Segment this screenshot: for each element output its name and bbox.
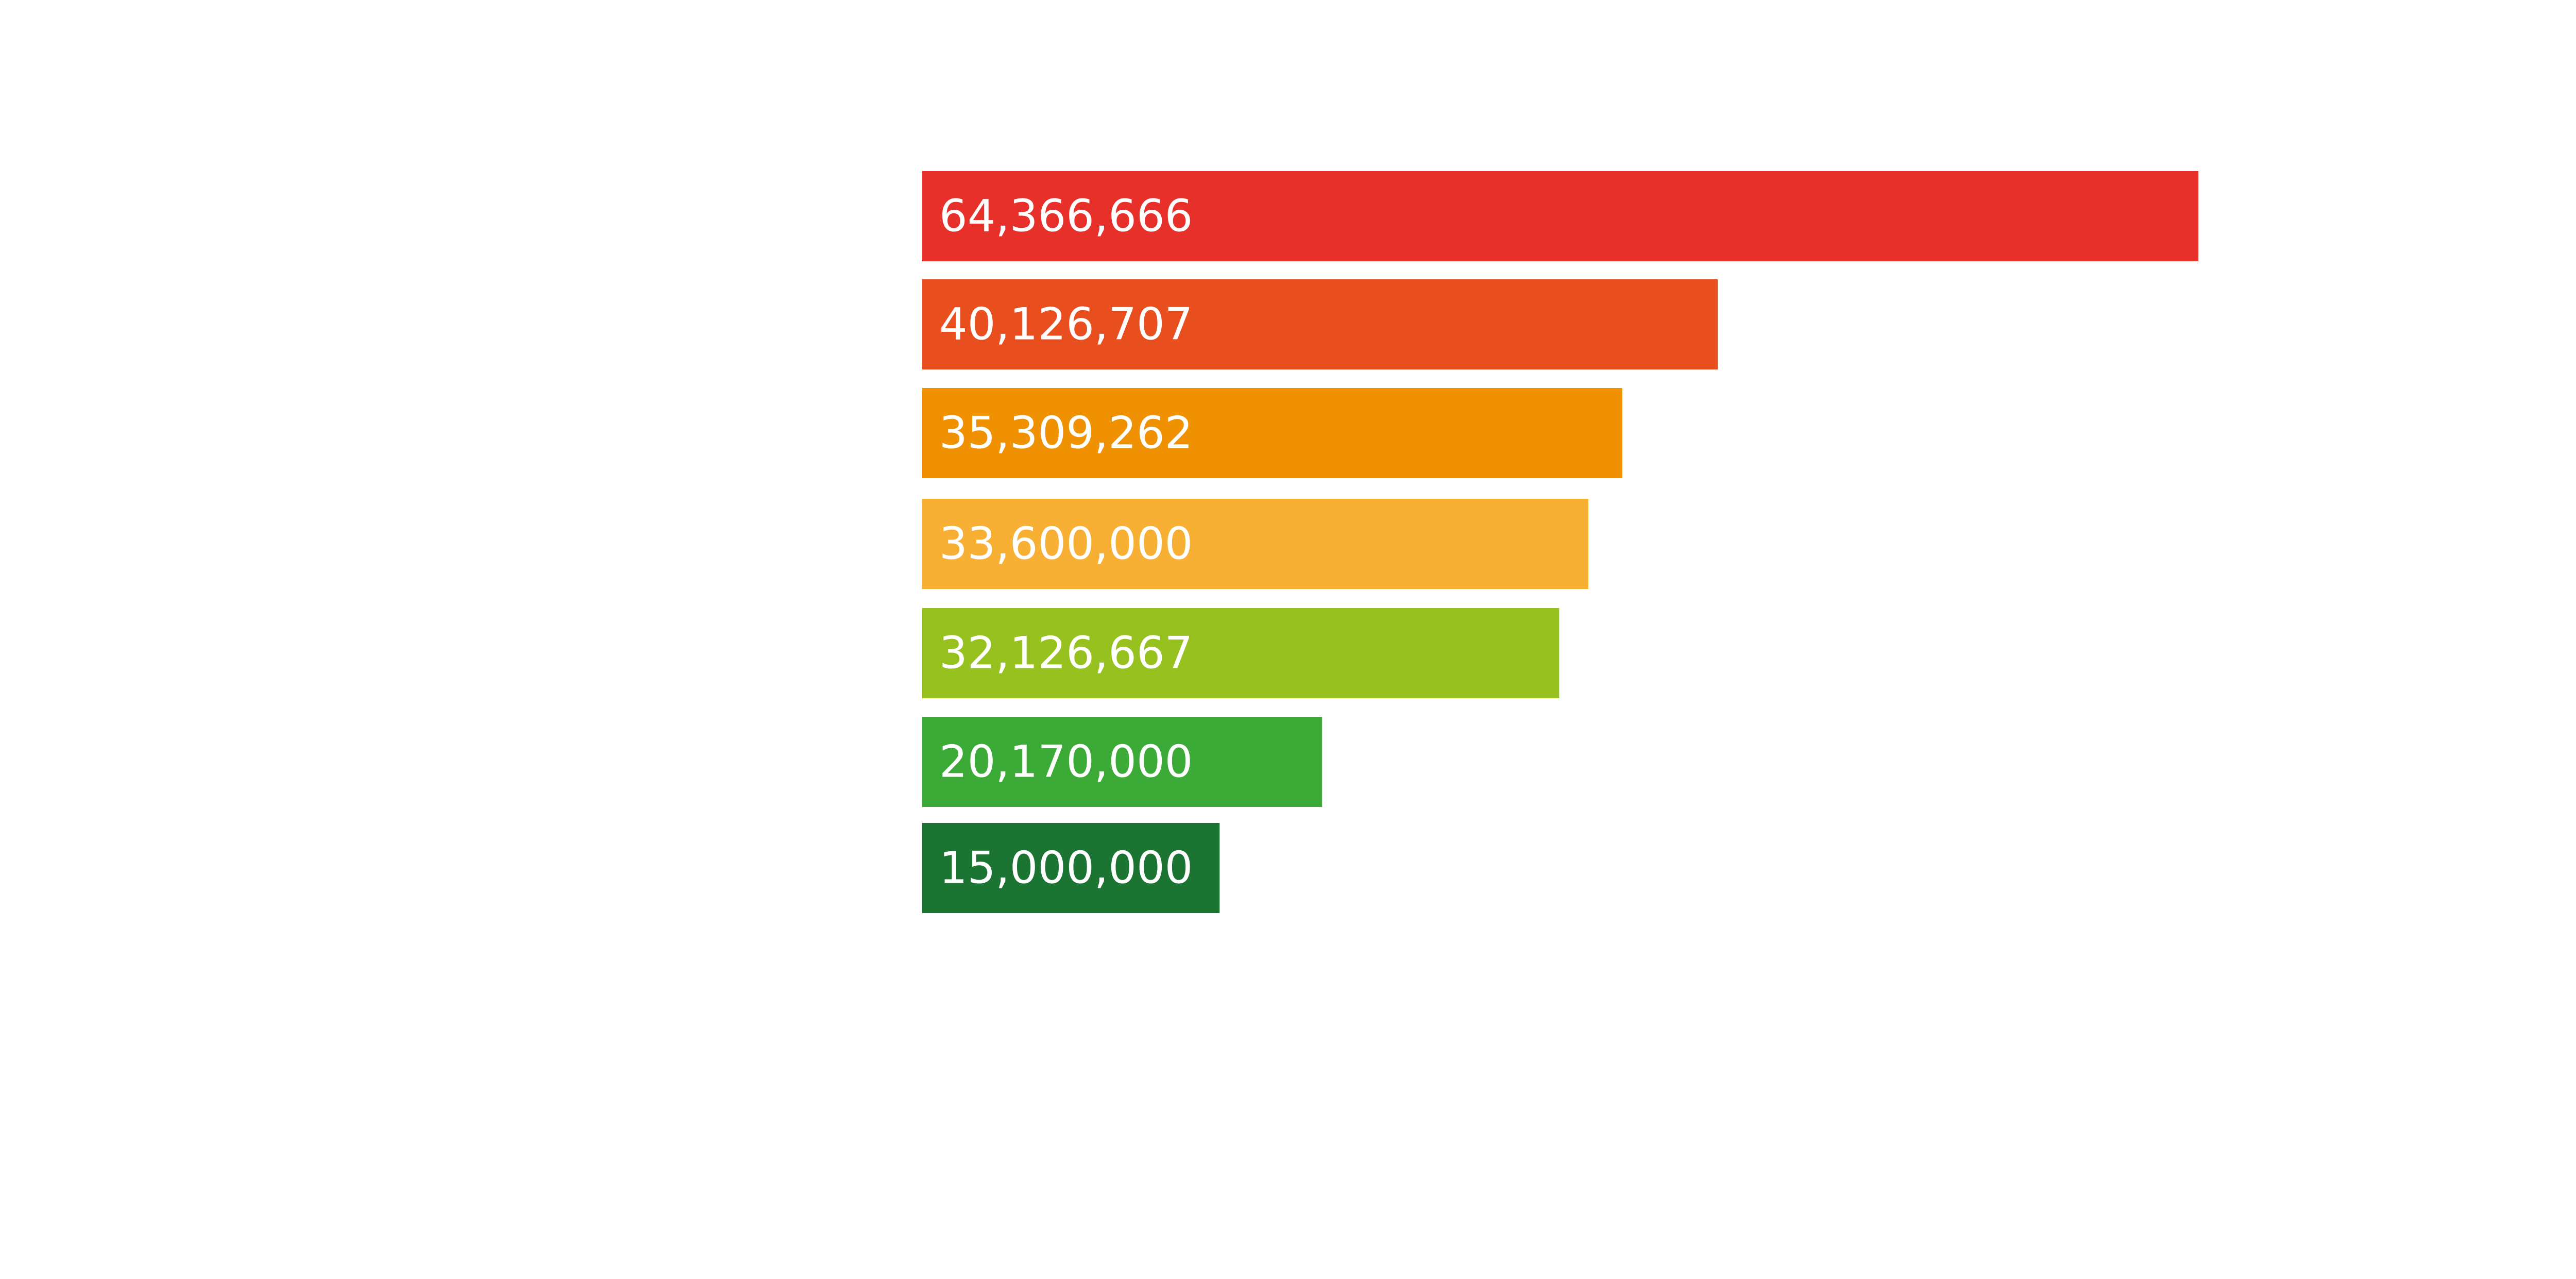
bar-value-label-3: 35,309,262	[939, 408, 1193, 459]
bar-2	[922, 279, 1718, 369]
bar-5	[922, 608, 1560, 698]
bar-value-label-2: 40,126,707	[939, 299, 1193, 350]
bar-3	[922, 388, 1622, 478]
bar-value-label-4: 33,600,000	[939, 518, 1193, 570]
bar-value-label-1: 64,366,666	[939, 191, 1193, 242]
bar-1	[922, 171, 2198, 261]
bar-7	[922, 823, 1220, 913]
bar-6	[922, 717, 1323, 807]
bar-value-label-6: 20,170,000	[939, 736, 1193, 788]
bar-4	[922, 499, 1589, 589]
bar-value-label-7: 15,000,000	[939, 843, 1193, 894]
bar-value-label-5: 32,126,667	[939, 628, 1193, 679]
